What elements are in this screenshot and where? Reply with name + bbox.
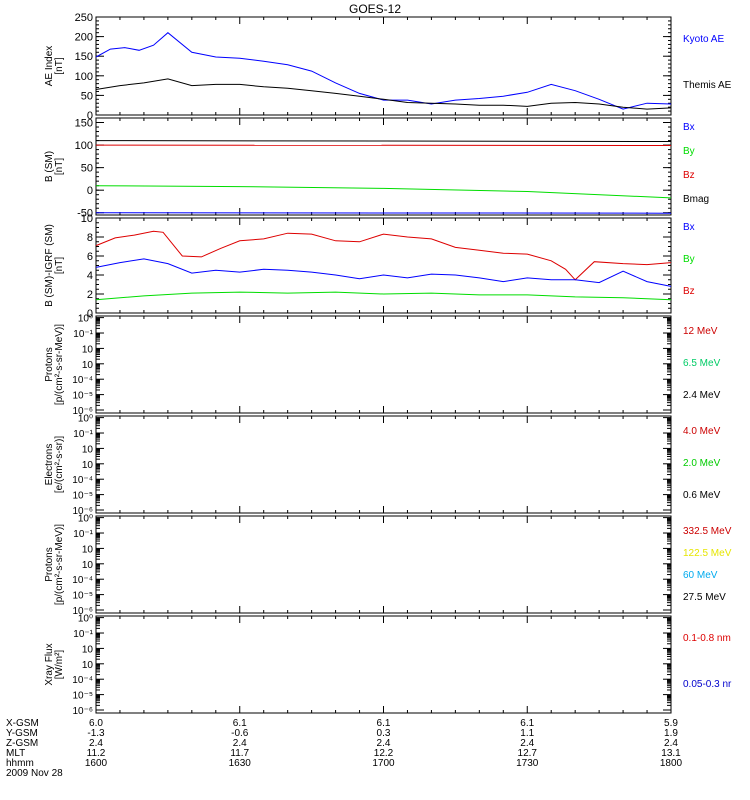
- y-tick-label: 150: [75, 51, 93, 63]
- y-tick-label: 0: [87, 185, 93, 197]
- series-by: [96, 292, 671, 300]
- legend-bz: Bz: [683, 286, 695, 297]
- y-tick-label: 10⁻⁲: [82, 444, 94, 455]
- legend-0-05-0-3-nr: 0.05-0.3 nr: [683, 679, 732, 690]
- legend-27-5-mev: 27.5 MeV: [683, 592, 726, 603]
- panel-6: Protons [p/(cm²-s-sr-MeV)] 10⁻⁶ 10⁻⁵ 10⁻⁴ 10⁻…: [44, 514, 732, 617]
- legend-bz: Bz: [683, 170, 695, 181]
- legend-60-mev: 60 MeV: [683, 570, 718, 581]
- y-tick-label: 10⁻⁳: [82, 660, 94, 671]
- y-tick-label: 200: [75, 32, 93, 44]
- y-tick-label: 6: [87, 251, 93, 263]
- date-label: 2009 Nov 28: [6, 768, 63, 779]
- y-tick-label: 10⁻⁴: [72, 375, 93, 386]
- legend-2-4-mev: 2.4 MeV: [683, 390, 721, 401]
- y-tick-label: 10⁻⁲: [82, 544, 94, 555]
- y-tick-label: 10⁻⁳: [82, 560, 94, 571]
- plot-frame: [96, 218, 671, 313]
- y-tick-label: 10⁻¹: [73, 529, 93, 540]
- panel-4: Protons [p/(cm²-s-sr-MeV)] 10⁻⁶ 10⁻⁵ 10⁻⁴ 10⁻…: [44, 314, 721, 417]
- x-axis-value: 1630: [229, 758, 252, 769]
- legend-kyoto-ae: Kyoto AE: [683, 34, 724, 45]
- series-by: [96, 186, 671, 198]
- panel-5: Electrons [e/(cm²-s-sr)] 10⁻⁶ 10⁻⁵ 10⁻⁴ 10⁻⁳ 1…: [44, 414, 721, 517]
- y-tick-label: 10⁻⁳: [82, 360, 94, 371]
- y-tick-label: 10⁻¹: [73, 629, 93, 640]
- y-axis-label: [nT]: [54, 57, 65, 74]
- legend-12-mev: 12 MeV: [683, 326, 718, 337]
- y-axis-label: [p/(cm²-s-sr-MeV)]: [54, 324, 65, 405]
- y-tick-label: 10⁻¹: [73, 429, 93, 440]
- x-axis-value: 1730: [516, 758, 539, 769]
- y-tick-label: 10⁻¹: [73, 329, 93, 340]
- y-tick-label: 10⁻⁵: [72, 591, 93, 602]
- y-tick-label: 10⁻⁲: [82, 344, 94, 355]
- y-tick-label: 100: [75, 140, 93, 152]
- y-tick-label: 8: [87, 232, 93, 244]
- panel-7: Xray Flux [W/m²]10⁻⁶10⁻⁵10⁻⁴10⁻⁳10⁻⁲10⁻¹1…: [44, 614, 732, 717]
- legend-themis-ae: Themis AE: [683, 80, 732, 91]
- x-axis-table: X-GSMY-GSMZ-GSMMLThhmm6.0-1.32.411.21600…: [6, 718, 683, 779]
- legend-bx: Bx: [683, 222, 695, 233]
- y-tick-label: 4: [87, 270, 93, 282]
- x-axis-value: 1700: [372, 758, 395, 769]
- legend-by: By: [683, 146, 695, 157]
- legend-2-0-mev: 2.0 MeV: [683, 458, 721, 469]
- y-tick-label: 10⁻⁵: [72, 491, 93, 502]
- y-axis-label: [p/(cm²-s-sr-MeV)]: [54, 524, 65, 605]
- y-tick-label: 250: [75, 12, 93, 24]
- y-axis-label: [W/m²]: [54, 650, 65, 680]
- y-axis-label: [nT]: [54, 257, 65, 274]
- legend-0-1-0-8-nm: 0.1-0.8 nm: [683, 633, 731, 644]
- y-tick-label: 10⁰: [78, 314, 93, 325]
- legend-0-6-mev: 0.6 MeV: [683, 490, 721, 501]
- y-tick-label: 10⁰: [78, 514, 93, 525]
- y-axis-label: [nT]: [54, 158, 65, 175]
- x-axis-value: 1800: [660, 758, 683, 769]
- panel-1: AE Index [nT] 0 50 100 150 200 250 Kyoto AE Themi…: [44, 12, 732, 122]
- y-tick-label: 10⁻⁴: [72, 475, 93, 486]
- y-tick-label: 10⁻⁲: [82, 644, 94, 655]
- y-tick-label: 10⁻⁵: [72, 691, 93, 702]
- y-tick-label: 10⁻⁵: [72, 391, 93, 402]
- y-tick-label: 10⁰: [78, 414, 93, 425]
- figure-title: GOES-12: [349, 2, 401, 16]
- panel-2: B (SM) [nT] -50 0 50 100 150 Bx By Bz Bmag: [44, 118, 709, 220]
- series-bx: [96, 259, 671, 287]
- y-axis-label: [e/(cm²-s-sr)]: [54, 436, 65, 493]
- y-tick-label: 10⁰: [78, 614, 93, 625]
- y-tick-label: 2: [87, 289, 93, 301]
- series-bx: [96, 213, 671, 214]
- y-tick-label: 100: [75, 71, 93, 83]
- y-tick-label: 10⁻⁴: [72, 675, 93, 686]
- plot-frame: [96, 516, 671, 613]
- y-tick-label: 10: [81, 213, 93, 225]
- series-bz: [96, 231, 671, 279]
- plot-frame: [96, 316, 671, 413]
- legend-bx: Bx: [683, 122, 695, 133]
- series-bmag: [96, 141, 671, 142]
- plot-frame: [96, 416, 671, 513]
- x-axis-value: 1600: [85, 758, 108, 769]
- legend-6-5-mev: 6.5 MeV: [683, 358, 721, 369]
- legend-122-5-mev: 122.5 MeV: [683, 548, 732, 559]
- series-kyoto-ae: [96, 33, 671, 109]
- legend-bmag: Bmag: [683, 194, 709, 205]
- y-tick-label: 10⁻⁴: [72, 575, 93, 586]
- y-tick-label: 10⁻⁳: [82, 460, 94, 471]
- legend-by: By: [683, 254, 695, 265]
- panel-3: B (SM)-IGRF (SM) [nT] 0 2 4 6 8 10 Bx By Bz: [44, 213, 695, 320]
- panels: AE Index [nT]050100150200250Kyoto AEThemi…: [44, 12, 732, 717]
- y-tick-label: 50: [81, 163, 93, 175]
- legend-4-0-mev: 4.0 MeV: [683, 426, 721, 437]
- y-tick-label: 150: [75, 118, 93, 130]
- legend-332-5-mev: 332.5 MeV: [683, 526, 732, 537]
- y-tick-label: 10⁻⁶: [72, 706, 93, 717]
- plot-frame: [96, 616, 671, 713]
- plot-frame: [96, 118, 671, 215]
- y-tick-label: 50: [81, 90, 93, 102]
